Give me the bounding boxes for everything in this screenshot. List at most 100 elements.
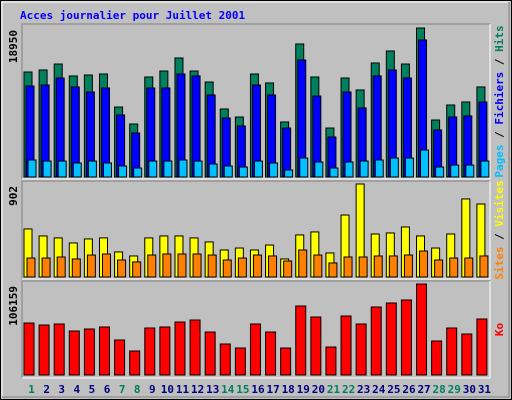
bar (253, 160, 263, 178)
bar (192, 253, 202, 278)
bar (343, 256, 353, 278)
x-tick-label: 22 (342, 383, 355, 396)
bar (431, 340, 443, 376)
chart-title: Acces journalier pour Juillet 2001 (20, 9, 246, 22)
y-tick-label: 902 (7, 186, 20, 206)
bar (328, 262, 338, 278)
bar (480, 160, 490, 178)
bar (461, 333, 473, 376)
x-tick-label: 10 (161, 383, 174, 396)
x-tick-label: 17 (266, 383, 279, 396)
bar (416, 283, 428, 376)
bar (38, 324, 50, 376)
bar (223, 165, 233, 178)
bar (359, 160, 369, 178)
legend-separator: / (493, 52, 506, 72)
bar (53, 323, 65, 376)
x-tick-label: 7 (119, 383, 126, 396)
bar (325, 346, 337, 376)
bar (252, 254, 262, 278)
bar (340, 315, 352, 376)
x-tick-label: 23 (357, 383, 370, 396)
bar (476, 318, 488, 376)
bar (249, 323, 261, 376)
x-tick-label: 1 (28, 383, 35, 396)
bar (310, 316, 322, 376)
panel-bevel (22, 24, 491, 180)
x-tick-label: 12 (191, 383, 204, 396)
bar (117, 259, 127, 278)
bar (222, 259, 232, 278)
legend: Pages / Fichiers / Hits (493, 25, 506, 177)
bar (298, 249, 308, 278)
bar (102, 162, 112, 178)
legend-separator: / (493, 125, 506, 145)
bar (114, 339, 126, 376)
x-tick-label: 26 (402, 383, 416, 396)
bar (329, 167, 339, 178)
bar (147, 254, 157, 278)
x-tick-label: 9 (149, 383, 156, 396)
x-tick-label: 24 (372, 383, 386, 396)
legend-entry: Visites (493, 180, 506, 226)
x-tick-label: 16 (251, 383, 265, 396)
bar (71, 258, 81, 278)
legend: Ko (493, 323, 506, 337)
x-tick-label: 31 (478, 383, 492, 396)
legend-separator: / (493, 227, 506, 247)
bar (385, 302, 397, 376)
x-tick-label: 29 (448, 383, 461, 396)
x-tick-label: 15 (236, 383, 249, 396)
bar (265, 331, 277, 376)
bar (42, 160, 52, 178)
bar (283, 260, 293, 278)
bar (101, 253, 111, 278)
x-tick-label: 30 (463, 383, 476, 396)
legend-entry: Hits (493, 25, 506, 52)
bar (56, 256, 66, 278)
bar (373, 255, 383, 278)
bar (370, 306, 382, 376)
bar (162, 253, 172, 278)
bar (208, 163, 218, 178)
bar (207, 254, 217, 278)
bar (404, 157, 414, 178)
bar (83, 328, 95, 376)
y-tick-label: 18950 (7, 30, 20, 63)
legend-entry: Fichiers (493, 72, 506, 125)
x-tick-label: 14 (221, 383, 235, 396)
bar (133, 167, 143, 178)
bar (314, 161, 324, 178)
bar (174, 321, 186, 376)
legend-entry: Sites (493, 247, 506, 280)
bar (238, 166, 248, 178)
x-tick-label: 4 (74, 383, 81, 396)
bar (177, 253, 187, 278)
bar (148, 160, 158, 178)
bar (27, 159, 37, 178)
x-tick-label: 2 (43, 383, 50, 396)
bar (87, 160, 97, 178)
bar (435, 166, 445, 178)
x-tick-label: 6 (104, 383, 111, 396)
bar (374, 159, 384, 178)
bar (237, 257, 247, 278)
bar (118, 165, 128, 178)
bar (68, 330, 80, 376)
bar (57, 160, 67, 178)
legend: Sites / Visites (493, 180, 506, 279)
bar (26, 257, 36, 278)
bar (403, 254, 413, 278)
bar (132, 261, 142, 278)
bar (280, 347, 292, 376)
bar (193, 160, 203, 178)
x-tick-label: 20 (312, 383, 325, 396)
bar (299, 157, 309, 178)
x-tick-label: 19 (297, 383, 310, 396)
bar (434, 259, 444, 278)
bar (144, 327, 156, 376)
